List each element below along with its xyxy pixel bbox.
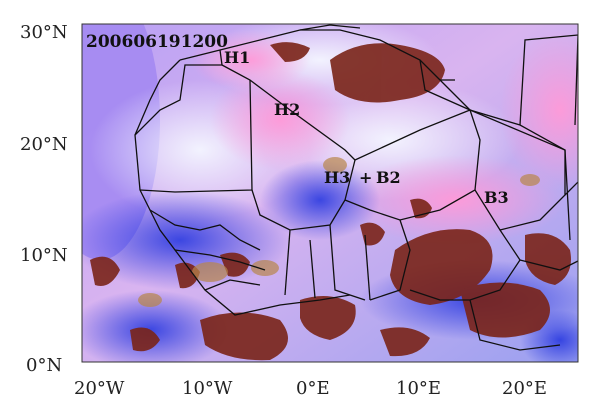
point-label-b2: B2 — [376, 168, 401, 187]
map-border — [81, 23, 579, 363]
lat-label-30n: 30°N — [20, 22, 68, 43]
lon-label-0e: 0°E — [296, 378, 330, 399]
lon-label-20e: 20°E — [502, 378, 547, 399]
lat-label-0n: 0°N — [26, 355, 62, 376]
imagery-layer — [82, 24, 578, 362]
point-label-h1: H1 — [224, 48, 250, 67]
point-marker-plus: + — [359, 168, 372, 187]
lat-label-10n: 10°N — [20, 245, 68, 266]
lon-label-10w: 10°W — [182, 378, 233, 399]
point-label-h2: H2 — [274, 100, 300, 119]
point-label-h3: H3 — [324, 168, 350, 187]
country-borders — [134, 24, 578, 351]
lon-label-20w: 20°W — [74, 378, 125, 399]
timestamp-label: 200606191200 — [86, 32, 228, 52]
lat-label-20n: 20°N — [20, 134, 68, 155]
point-label-b3: B3 — [484, 188, 509, 207]
lon-label-10e: 10°E — [396, 378, 441, 399]
